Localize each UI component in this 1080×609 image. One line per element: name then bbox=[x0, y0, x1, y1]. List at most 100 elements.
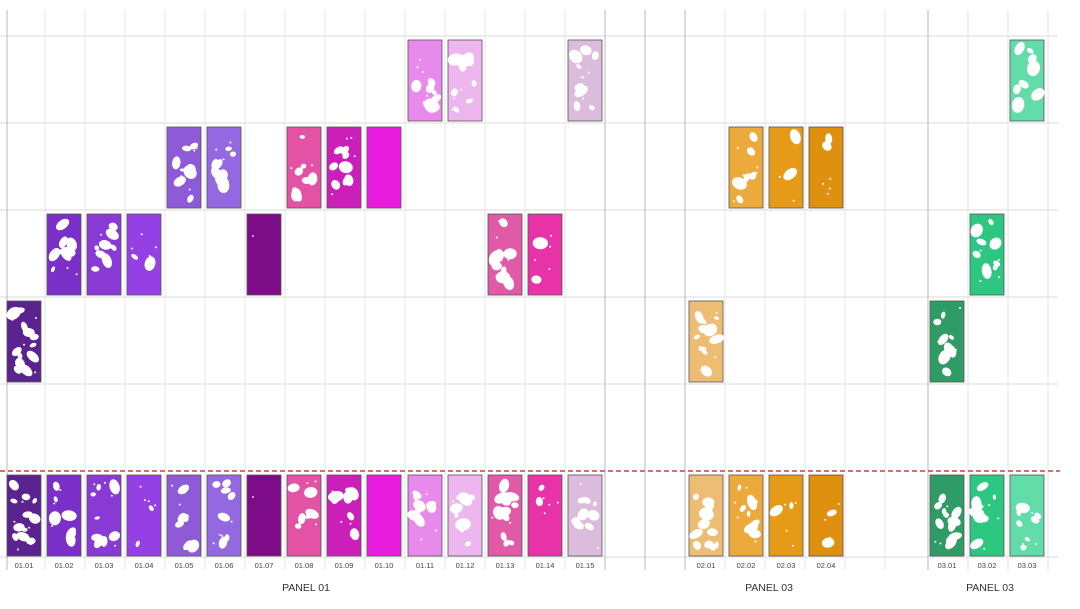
panel-01-03-base bbox=[86, 474, 122, 557]
perforation-dot bbox=[315, 523, 317, 526]
perforation-dot bbox=[252, 235, 254, 237]
perforation bbox=[212, 481, 221, 488]
perforation-dot bbox=[66, 266, 69, 269]
panel-code-label: 01.06 bbox=[215, 561, 234, 570]
group-label-panel-03: PANEL 03 bbox=[966, 582, 1014, 594]
perforation-dot bbox=[469, 499, 472, 502]
perforation bbox=[343, 491, 353, 504]
panel-01-12-base bbox=[447, 474, 483, 557]
perforation bbox=[29, 342, 37, 348]
perforation-dot bbox=[791, 544, 794, 547]
perforation-dot bbox=[353, 155, 356, 158]
perforation-dot bbox=[543, 512, 546, 515]
perforation bbox=[347, 512, 355, 521]
perforation bbox=[587, 510, 600, 521]
perforation bbox=[327, 490, 344, 502]
perforation-dot bbox=[550, 234, 552, 237]
perforation bbox=[584, 522, 594, 531]
perforation-dot bbox=[184, 491, 186, 494]
perforation-dot bbox=[1022, 543, 1025, 545]
perforation bbox=[11, 347, 22, 357]
perforation bbox=[26, 350, 39, 363]
perforation-dot bbox=[222, 158, 225, 161]
perforation-dot bbox=[252, 496, 254, 498]
perforation-dot bbox=[459, 529, 462, 532]
perforation bbox=[947, 516, 961, 527]
perforation-dot bbox=[229, 141, 232, 144]
perforation-dot bbox=[416, 66, 419, 69]
panel-code-label: 01.09 bbox=[335, 561, 354, 570]
perforation-dot bbox=[826, 537, 828, 540]
perforation bbox=[698, 324, 710, 334]
perforation-dot bbox=[942, 493, 945, 496]
panel-body bbox=[768, 126, 804, 209]
perforation bbox=[933, 318, 942, 326]
perforation-dot bbox=[755, 171, 758, 174]
panel-01-14-elevated bbox=[527, 213, 563, 296]
perforation-dot bbox=[331, 490, 334, 493]
perforation-dot bbox=[754, 540, 757, 543]
perforation bbox=[211, 159, 220, 171]
perforation bbox=[135, 540, 140, 547]
panel-01-09-elevated bbox=[326, 126, 362, 209]
perforation-dot bbox=[837, 503, 840, 505]
panel-code-label: 01.07 bbox=[255, 561, 274, 570]
panel-01-12-elevated bbox=[447, 39, 483, 122]
perforation bbox=[66, 527, 77, 540]
perforation-dot bbox=[75, 273, 78, 276]
perforation-dot bbox=[290, 167, 293, 170]
perforation bbox=[177, 484, 190, 495]
perforation-dot bbox=[70, 515, 73, 517]
panel-02-01-base bbox=[688, 474, 724, 557]
perforation bbox=[972, 250, 981, 259]
perforation bbox=[992, 494, 997, 500]
perforation bbox=[461, 52, 474, 67]
perforation-dot bbox=[979, 249, 982, 252]
perforation bbox=[225, 146, 232, 152]
perforation bbox=[109, 479, 120, 495]
perforation-dot bbox=[215, 148, 218, 151]
perforation bbox=[413, 513, 425, 527]
perforation bbox=[90, 492, 96, 497]
perforation bbox=[746, 510, 751, 517]
perforation-dot bbox=[180, 175, 183, 178]
perforation bbox=[744, 522, 759, 534]
panel-01-01-base bbox=[6, 474, 42, 557]
panel-01-15-base bbox=[567, 474, 603, 557]
perforation-dot bbox=[171, 484, 174, 487]
perforation-dot bbox=[100, 233, 103, 236]
perforation bbox=[746, 147, 756, 156]
perforation bbox=[714, 541, 719, 549]
perforation bbox=[20, 321, 29, 333]
perforation bbox=[579, 45, 592, 56]
perforation-dot bbox=[340, 520, 343, 523]
perforation bbox=[179, 513, 189, 523]
perforation bbox=[749, 132, 758, 142]
perforation bbox=[411, 79, 422, 93]
panel-elevations bbox=[6, 39, 1045, 557]
perforation bbox=[344, 174, 354, 187]
group-label-panel-02: PANEL 03 bbox=[745, 582, 793, 594]
perforation-dot bbox=[103, 481, 106, 484]
panel-code-label: 01.15 bbox=[576, 561, 595, 570]
perforation-dot bbox=[491, 516, 494, 519]
perforation bbox=[499, 218, 508, 228]
panel-body bbox=[527, 474, 563, 557]
perforation bbox=[707, 528, 718, 537]
perforation bbox=[941, 311, 946, 319]
perforation bbox=[942, 367, 952, 377]
perforation-dot bbox=[188, 188, 191, 191]
perforation bbox=[50, 266, 56, 273]
perforation-dot bbox=[939, 542, 942, 545]
perforation bbox=[173, 176, 186, 187]
perforation bbox=[342, 152, 350, 160]
perforation-dot bbox=[451, 108, 454, 111]
perforation-dot bbox=[778, 175, 781, 178]
perforation-dot bbox=[711, 544, 714, 547]
perforation-dot bbox=[230, 520, 233, 523]
perforation bbox=[447, 53, 463, 66]
perforation-dot bbox=[715, 312, 718, 314]
perforation bbox=[701, 349, 708, 355]
perforation-dot bbox=[193, 149, 196, 152]
perforation-dot bbox=[349, 522, 352, 525]
